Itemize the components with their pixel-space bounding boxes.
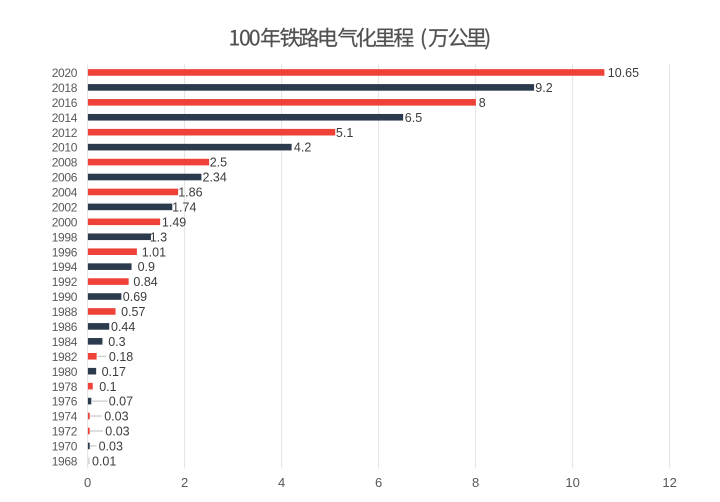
- svg-text:0.01: 0.01: [92, 454, 116, 468]
- svg-text:1988: 1988: [52, 305, 78, 319]
- svg-text:1982: 1982: [52, 350, 78, 364]
- svg-text:1996: 1996: [52, 245, 78, 259]
- svg-text:9.2: 9.2: [535, 81, 552, 95]
- svg-text:0.9: 0.9: [138, 260, 155, 274]
- svg-text:4.2: 4.2: [294, 141, 311, 155]
- svg-text:1.01: 1.01: [142, 245, 166, 259]
- svg-text:2014: 2014: [52, 111, 78, 125]
- svg-text:0.57: 0.57: [121, 305, 145, 319]
- svg-text:1.86: 1.86: [178, 186, 202, 200]
- svg-text:1994: 1994: [52, 260, 78, 274]
- svg-text:0: 0: [84, 475, 91, 490]
- svg-text:5.1: 5.1: [336, 126, 353, 140]
- svg-text:1.49: 1.49: [162, 215, 186, 229]
- svg-text:1.3: 1.3: [150, 230, 167, 244]
- svg-text:1992: 1992: [52, 275, 78, 289]
- svg-text:2020: 2020: [52, 66, 78, 80]
- svg-text:2010: 2010: [52, 141, 78, 155]
- svg-text:1.74: 1.74: [172, 200, 196, 214]
- svg-text:4: 4: [278, 475, 285, 490]
- svg-text:12: 12: [662, 475, 676, 490]
- svg-text:0.03: 0.03: [105, 425, 129, 439]
- svg-text:2018: 2018: [52, 81, 78, 95]
- svg-text:1978: 1978: [52, 380, 78, 394]
- svg-text:1984: 1984: [52, 335, 78, 349]
- svg-text:2016: 2016: [52, 96, 78, 110]
- svg-text:0.07: 0.07: [109, 395, 133, 409]
- svg-text:2.5: 2.5: [210, 156, 227, 170]
- svg-text:2002: 2002: [52, 200, 78, 214]
- svg-text:0.03: 0.03: [99, 440, 123, 454]
- svg-text:1970: 1970: [52, 440, 78, 454]
- svg-text:2.34: 2.34: [203, 171, 227, 185]
- svg-text:1972: 1972: [52, 425, 78, 439]
- svg-text:2004: 2004: [52, 186, 78, 200]
- svg-text:6.5: 6.5: [405, 111, 422, 125]
- svg-text:0.84: 0.84: [133, 275, 157, 289]
- svg-text:1974: 1974: [52, 410, 78, 424]
- svg-text:0.44: 0.44: [111, 320, 135, 334]
- svg-text:2008: 2008: [52, 156, 78, 170]
- svg-text:0.03: 0.03: [104, 410, 128, 424]
- svg-text:0.69: 0.69: [123, 290, 147, 304]
- svg-text:0.3: 0.3: [108, 335, 125, 349]
- svg-text:0.18: 0.18: [109, 350, 133, 364]
- svg-text:1980: 1980: [52, 365, 78, 379]
- svg-text:10: 10: [565, 475, 579, 490]
- svg-text:1998: 1998: [52, 230, 78, 244]
- svg-text:1976: 1976: [52, 395, 78, 409]
- svg-text:2000: 2000: [52, 215, 78, 229]
- svg-text:2012: 2012: [52, 126, 78, 140]
- svg-text:2: 2: [181, 475, 188, 490]
- svg-text:1986: 1986: [52, 320, 78, 334]
- svg-text:8: 8: [472, 475, 479, 490]
- svg-text:1990: 1990: [52, 290, 78, 304]
- svg-text:6: 6: [375, 475, 382, 490]
- svg-text:1968: 1968: [52, 454, 78, 468]
- svg-text:0.1: 0.1: [99, 380, 116, 394]
- svg-text:0.17: 0.17: [102, 365, 126, 379]
- svg-text:2006: 2006: [52, 171, 78, 185]
- svg-text:8: 8: [479, 96, 486, 110]
- svg-text:10.65: 10.65: [608, 66, 639, 80]
